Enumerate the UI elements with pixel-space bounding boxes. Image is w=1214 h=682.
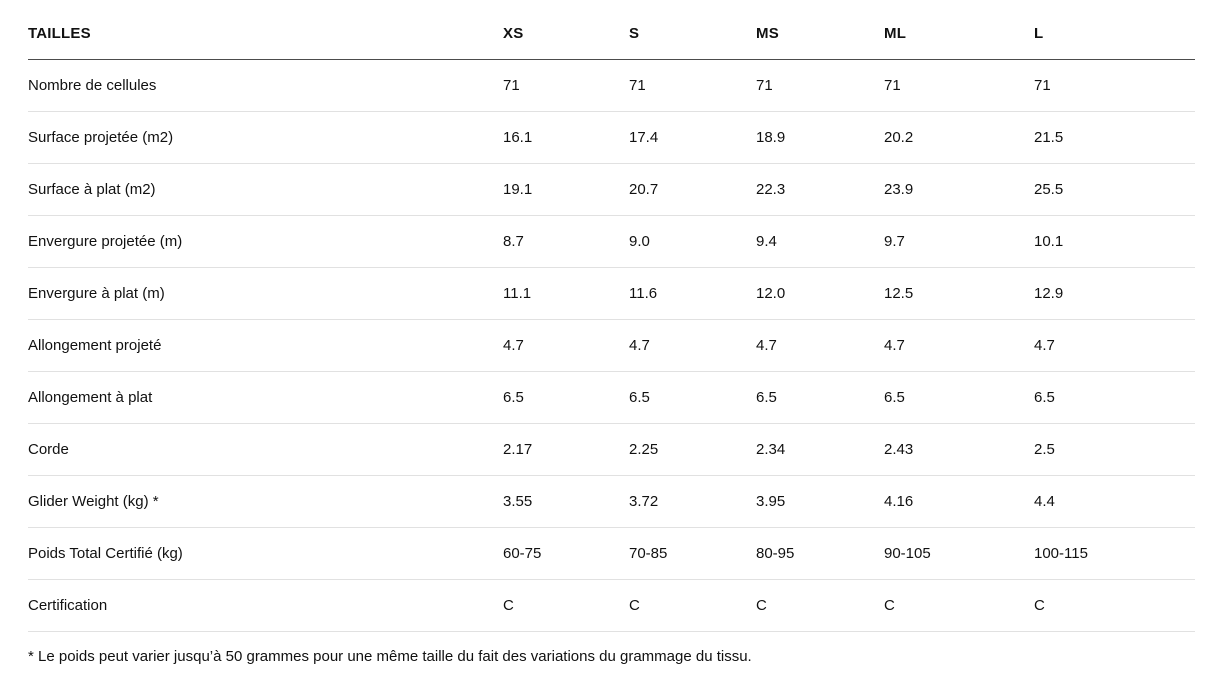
column-header-s: S [629, 0, 756, 60]
header-row: TAILLES XS S MS ML L [28, 0, 1195, 60]
cell-value: 19.1 [503, 163, 629, 216]
row-label: Envergure à plat (m) [28, 267, 503, 320]
cell-value: 22.3 [756, 163, 884, 216]
table-row: Corde 2.17 2.25 2.34 2.43 2.5 [28, 423, 1195, 476]
cell-value: 80-95 [756, 527, 884, 580]
cell-value: 18.9 [756, 111, 884, 164]
table-row: Allongement à plat 6.5 6.5 6.5 6.5 6.5 [28, 371, 1195, 424]
cell-value: 12.9 [1034, 267, 1195, 320]
cell-value: 71 [1034, 59, 1195, 112]
cell-value: 20.7 [629, 163, 756, 216]
cell-value: 100-115 [1034, 527, 1195, 580]
spec-table-body: Nombre de cellules 71 71 71 71 71 Surfac… [28, 59, 1195, 632]
cell-value: C [1034, 579, 1195, 632]
cell-value: 2.5 [1034, 423, 1195, 476]
cell-value: 11.6 [629, 267, 756, 320]
cell-value: C [629, 579, 756, 632]
spec-table-head: TAILLES XS S MS ML L [28, 0, 1195, 60]
cell-value: 6.5 [884, 371, 1034, 424]
cell-value: 4.4 [1034, 475, 1195, 528]
column-header-tailles: TAILLES [28, 0, 503, 60]
table-row: Glider Weight (kg) * 3.55 3.72 3.95 4.16… [28, 475, 1195, 528]
table-row: Poids Total Certifié (kg) 60-75 70-85 80… [28, 527, 1195, 580]
cell-value: 70-85 [629, 527, 756, 580]
glider-spec-table: TAILLES XS S MS ML L Nombre de cellules … [28, 0, 1195, 632]
row-label: Corde [28, 423, 503, 476]
cell-value: 6.5 [629, 371, 756, 424]
cell-value: 3.95 [756, 475, 884, 528]
table-row: Envergure projetée (m) 8.7 9.0 9.4 9.7 1… [28, 215, 1195, 268]
cell-value: 4.7 [884, 319, 1034, 372]
weight-variation-footnote: * Le poids peut varier jusqu’à 50 gramme… [28, 648, 752, 665]
row-label: Surface projetée (m2) [28, 111, 503, 164]
cell-value: 12.0 [756, 267, 884, 320]
column-header-l: L [1034, 0, 1195, 60]
row-label: Poids Total Certifié (kg) [28, 527, 503, 580]
row-label: Allongement projeté [28, 319, 503, 372]
cell-value: 12.5 [884, 267, 1034, 320]
cell-value: 4.7 [629, 319, 756, 372]
cell-value: 2.25 [629, 423, 756, 476]
row-label: Envergure projetée (m) [28, 215, 503, 268]
cell-value: C [503, 579, 629, 632]
column-header-xs: XS [503, 0, 629, 60]
column-header-ms: MS [756, 0, 884, 60]
cell-value: 20.2 [884, 111, 1034, 164]
cell-value: 4.7 [503, 319, 629, 372]
cell-value: 2.43 [884, 423, 1034, 476]
cell-value: C [884, 579, 1034, 632]
table-row: Envergure à plat (m) 11.1 11.6 12.0 12.5… [28, 267, 1195, 320]
cell-value: 11.1 [503, 267, 629, 320]
cell-value: 17.4 [629, 111, 756, 164]
cell-value: 6.5 [756, 371, 884, 424]
cell-value: 3.55 [503, 475, 629, 528]
row-label: Nombre de cellules [28, 59, 503, 112]
cell-value: 71 [884, 59, 1034, 112]
cell-value: 71 [503, 59, 629, 112]
table-row: Surface projetée (m2) 16.1 17.4 18.9 20.… [28, 111, 1195, 164]
cell-value: 9.7 [884, 215, 1034, 268]
cell-value: 4.7 [1034, 319, 1195, 372]
row-label: Certification [28, 579, 503, 632]
cell-value: 9.0 [629, 215, 756, 268]
cell-value: 8.7 [503, 215, 629, 268]
row-label: Surface à plat (m2) [28, 163, 503, 216]
table-row: Certification C C C C C [28, 579, 1195, 632]
row-label: Allongement à plat [28, 371, 503, 424]
cell-value: 4.16 [884, 475, 1034, 528]
cell-value: 16.1 [503, 111, 629, 164]
cell-value: 25.5 [1034, 163, 1195, 216]
row-label: Glider Weight (kg) * [28, 475, 503, 528]
cell-value: 6.5 [1034, 371, 1195, 424]
cell-value: 4.7 [756, 319, 884, 372]
cell-value: 71 [629, 59, 756, 112]
cell-value: 71 [756, 59, 884, 112]
column-header-ml: ML [884, 0, 1034, 60]
cell-value: 21.5 [1034, 111, 1195, 164]
table-row: Nombre de cellules 71 71 71 71 71 [28, 59, 1195, 112]
cell-value: 2.17 [503, 423, 629, 476]
cell-value: 9.4 [756, 215, 884, 268]
table-row: Allongement projeté 4.7 4.7 4.7 4.7 4.7 [28, 319, 1195, 372]
cell-value: 6.5 [503, 371, 629, 424]
cell-value: 60-75 [503, 527, 629, 580]
cell-value: 10.1 [1034, 215, 1195, 268]
table-row: Surface à plat (m2) 19.1 20.7 22.3 23.9 … [28, 163, 1195, 216]
cell-value: 3.72 [629, 475, 756, 528]
cell-value: 2.34 [756, 423, 884, 476]
cell-value: 90-105 [884, 527, 1034, 580]
cell-value: 23.9 [884, 163, 1034, 216]
cell-value: C [756, 579, 884, 632]
